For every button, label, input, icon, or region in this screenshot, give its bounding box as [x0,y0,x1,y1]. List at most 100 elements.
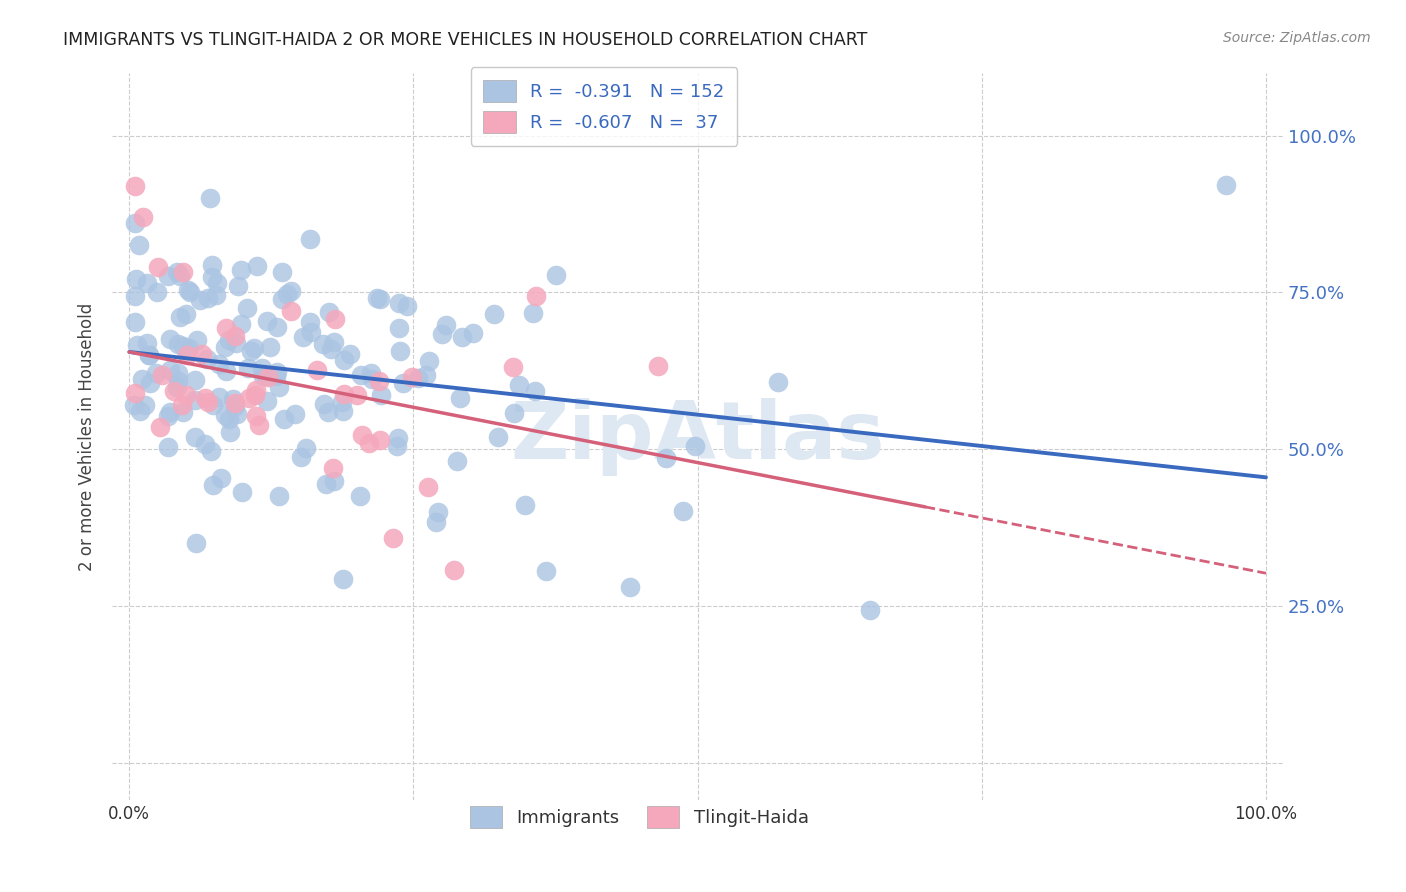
Point [167,367,190,381]
Point [159,363,181,377]
Point [359,436,381,450]
Point [226,407,249,421]
Point [266,365,288,379]
Point [299,325,322,339]
Point [391,376,413,390]
Point [201,259,224,273]
Point [167,374,190,388]
Point [323,311,346,326]
Point [138,348,160,362]
Point [294,441,316,455]
Point [184,430,207,444]
Point [245,409,267,423]
Point [135,336,157,351]
Point [415,368,437,383]
Point [299,315,322,329]
Point [170,398,193,412]
Point [388,343,411,358]
Point [132,210,155,224]
Point [188,293,211,307]
Point [167,337,190,351]
Point [169,310,191,325]
Point [339,347,361,361]
Point [307,363,329,377]
Point [231,484,253,499]
Point [245,383,267,397]
Point [134,399,156,413]
Point [273,412,295,426]
Point [385,439,408,453]
Point [172,339,194,353]
Point [238,391,260,405]
Point [360,366,382,380]
Point [396,299,419,313]
Point [166,380,188,394]
Point [463,326,485,340]
Point [388,296,411,310]
Point [330,394,353,409]
Point [208,390,231,404]
Point [157,269,180,284]
Y-axis label: 2 or more Vehicles in Household: 2 or more Vehicles in Household [79,302,96,571]
Point [247,417,270,432]
Point [267,380,290,394]
Point [169,268,191,283]
Point [219,425,242,440]
Point [215,321,238,335]
Point [138,376,160,391]
Point [172,405,194,419]
Point [205,277,228,291]
Point [319,342,342,356]
Point [186,333,208,347]
Point [207,358,229,372]
Point [370,388,392,402]
Point [250,360,273,375]
Point [184,373,207,387]
Point [284,408,307,422]
Point [224,328,246,343]
Point [333,353,356,368]
Point [224,399,246,413]
Point [350,368,373,382]
Point [172,265,194,279]
Point [280,304,302,318]
Point [546,268,568,282]
Point [149,420,172,434]
Point [127,337,149,351]
Point [259,340,281,354]
Point [243,341,266,355]
Point [312,397,335,411]
Point [276,287,298,301]
Point [647,359,669,374]
Point [349,489,371,503]
Point [166,265,188,279]
Point [176,348,198,362]
Point [124,315,146,329]
Point [346,387,368,401]
Point [186,536,208,550]
Point [194,436,217,450]
Point [322,460,344,475]
Point [1215,178,1237,192]
Point [229,262,252,277]
Point [333,387,356,401]
Point [156,441,179,455]
Point [201,478,224,492]
Point [311,336,333,351]
Point [298,232,321,246]
Point [449,391,471,405]
Text: Source: ZipAtlas.com: Source: ZipAtlas.com [1223,31,1371,45]
Point [201,269,224,284]
Point [197,395,219,409]
Point [426,505,449,519]
Point [124,272,146,286]
Point [174,307,197,321]
Point [240,344,263,359]
Point [179,341,201,355]
Point [503,406,526,420]
Point [368,292,391,306]
Point [332,572,354,586]
Point [290,450,312,464]
Point [214,340,236,354]
Point [332,404,354,418]
